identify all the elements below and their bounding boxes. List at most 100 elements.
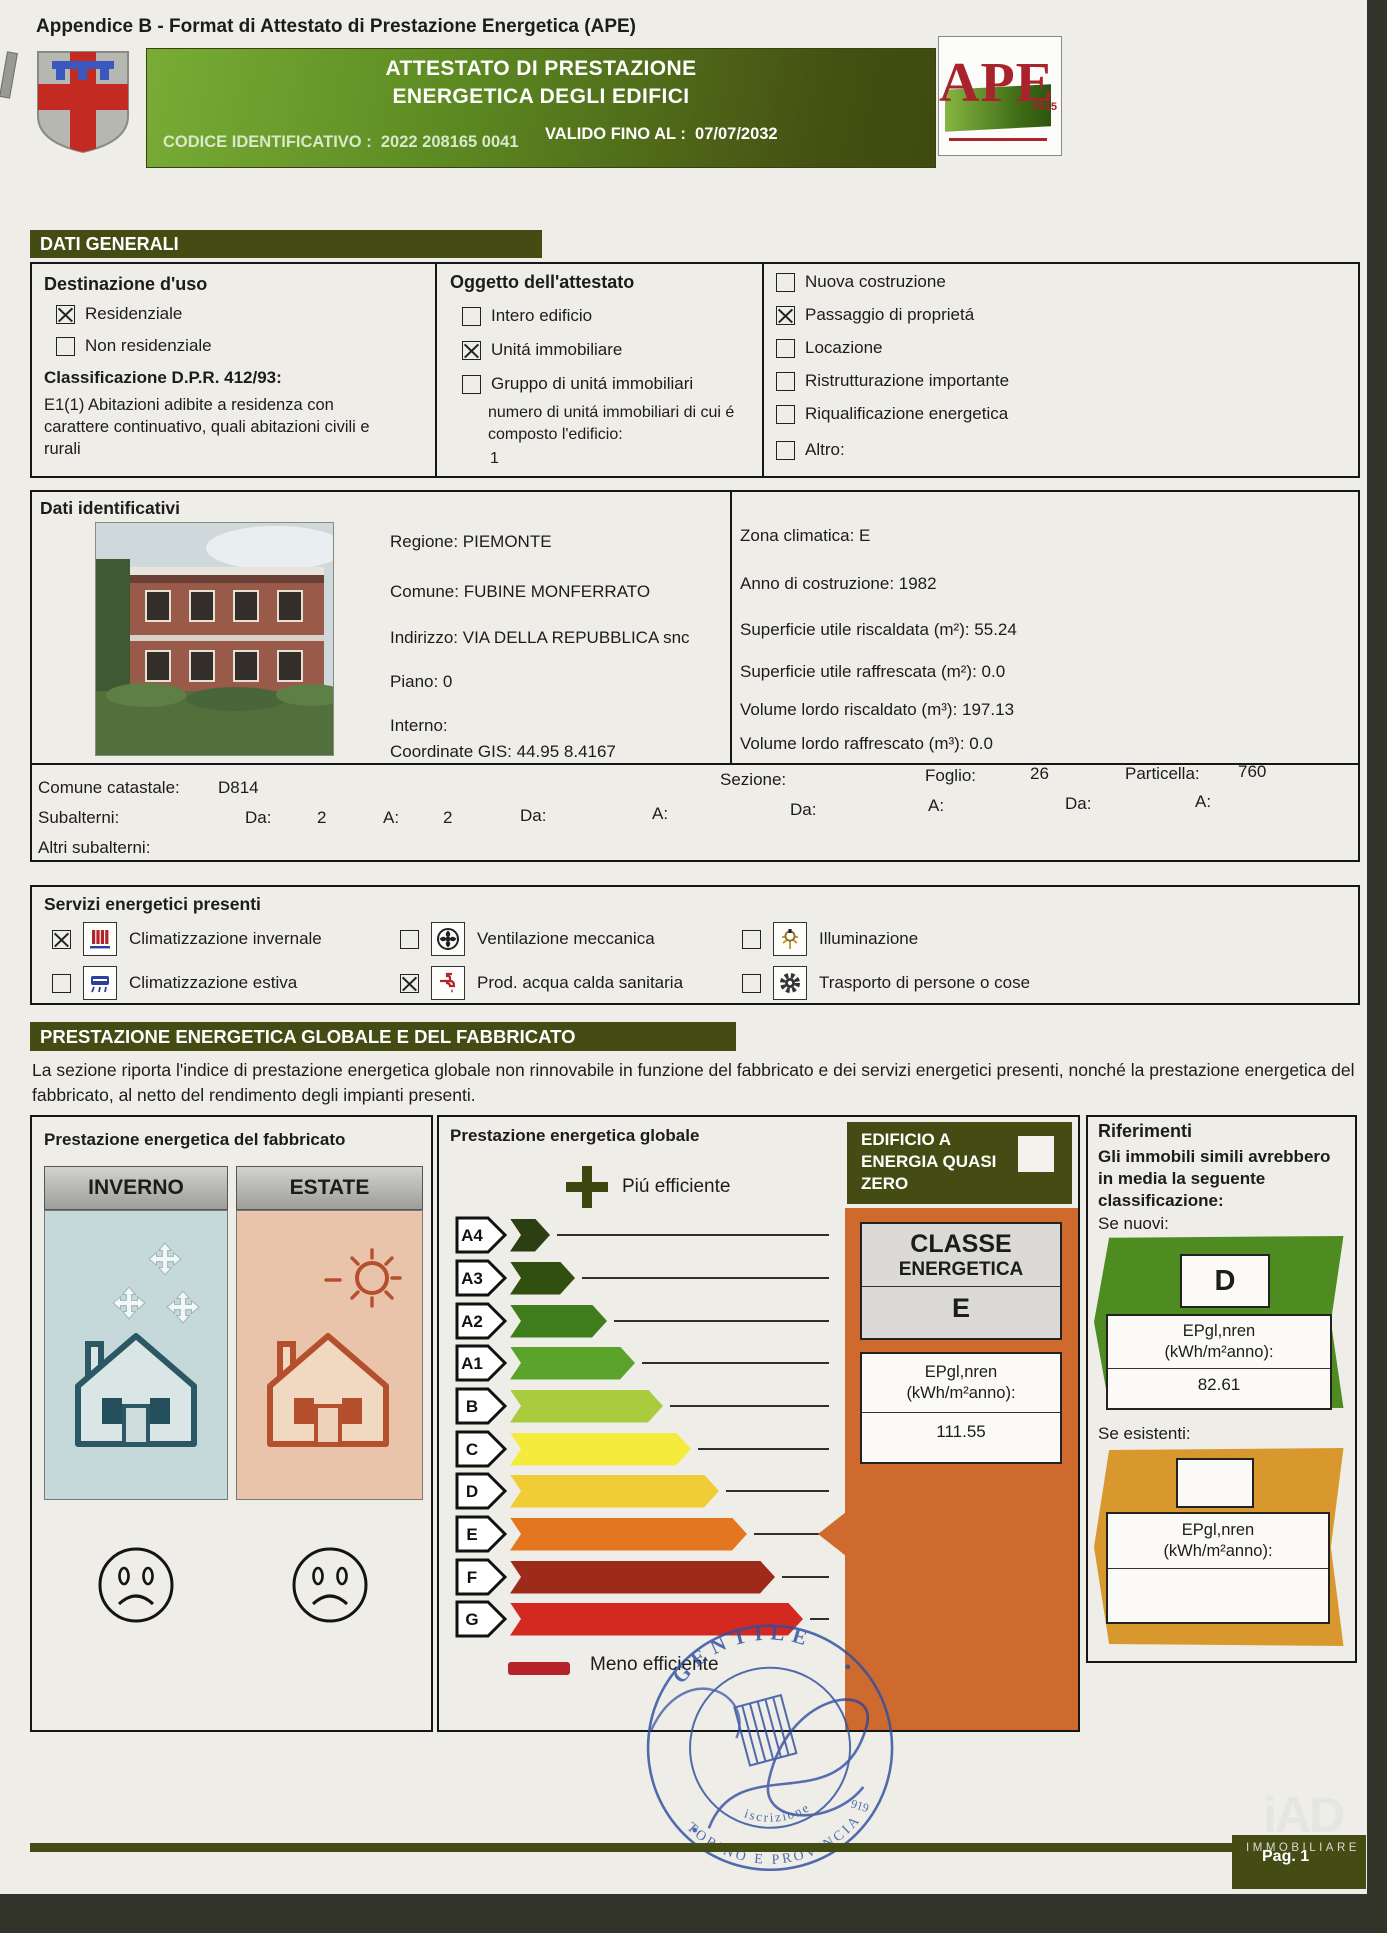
option-altro: Altro: bbox=[776, 440, 845, 460]
servizio-trasporto: Trasporto di persone o cose bbox=[742, 966, 1030, 1000]
svg-text:A3: A3 bbox=[461, 1269, 483, 1288]
divider bbox=[435, 262, 438, 478]
subalterni-a-label: A: bbox=[1195, 792, 1212, 811]
svg-text:C: C bbox=[466, 1440, 478, 1459]
option-label: Non residenziale bbox=[85, 336, 212, 355]
riferimenti-class-exist-empty bbox=[1176, 1458, 1254, 1508]
estate-header: ESTATE bbox=[236, 1166, 423, 1210]
svg-text:GENTILE: GENTILE bbox=[660, 1605, 822, 1691]
scale-line bbox=[582, 1277, 829, 1279]
house-summer-icon bbox=[267, 1333, 389, 1447]
field-coordinate-gis: Coordinate GIS: 44.95 8.4167 bbox=[390, 742, 616, 761]
classe-line2: ENERGETICA bbox=[898, 1259, 1024, 1280]
class-label-A1: A1 bbox=[455, 1344, 507, 1382]
servizio-label: Prod. acqua calda sanitaria bbox=[477, 973, 684, 992]
subalterni-da-label: Da: bbox=[790, 800, 817, 819]
catasto-particella-value: 760 bbox=[1238, 762, 1267, 781]
dati-identificativi-box bbox=[30, 490, 1360, 862]
classe-energetica-box: CLASSE ENERGETICA E bbox=[860, 1222, 1062, 1340]
ep-label-line2: (kWh/m²anno): bbox=[1164, 1343, 1274, 1361]
field-volume-raffrescato: Volume lordo raffrescato (m³): 0.0 bbox=[740, 734, 993, 753]
option-label: Nuova costruzione bbox=[805, 272, 946, 291]
option-unita-immobiliare: Unitá immobiliare bbox=[462, 340, 622, 360]
subalterni-a-value: 2 bbox=[443, 808, 453, 827]
class-label-E: E bbox=[455, 1515, 507, 1553]
option-label: Riqualificazione energetica bbox=[805, 404, 1009, 423]
subalterni-a-label: A: bbox=[928, 796, 945, 815]
servizio-acqua-calda: Prod. acqua calda sanitaria bbox=[400, 966, 683, 1000]
piemonte-crest-icon bbox=[37, 51, 129, 154]
notary-stamp: GENTILE TORINO E PROVINCIA iscrizione 91… bbox=[646, 1605, 894, 1891]
checkbox bbox=[776, 305, 795, 325]
oggetto-title: Oggetto dell'attestato bbox=[450, 272, 635, 292]
ep-label-line1: EPgl,nren bbox=[1182, 1322, 1256, 1340]
servizio-label: Ventilazione meccanica bbox=[477, 929, 655, 948]
divider bbox=[862, 1412, 1060, 1413]
checkbox bbox=[462, 374, 481, 394]
globale-box bbox=[437, 1115, 1080, 1732]
checkbox bbox=[462, 340, 481, 360]
svg-text:TORINO E PROVINCIA: TORINO E PROVINCIA bbox=[681, 1778, 870, 1891]
codice-label: CODICE IDENTIFICATIVO : bbox=[163, 133, 372, 151]
checkbox bbox=[462, 306, 481, 326]
class-arrow-D bbox=[510, 1475, 719, 1508]
radiator-icon bbox=[83, 922, 117, 956]
svg-text:D: D bbox=[466, 1482, 478, 1501]
field-superficie-riscaldata: Superficie utile riscaldata (m²): 55.24 bbox=[740, 620, 1017, 639]
photo-edge bbox=[0, 1894, 1387, 1920]
se-esistenti-label: Se esistenti: bbox=[1098, 1424, 1191, 1443]
fan-icon bbox=[431, 922, 465, 956]
ape-logo-word: APE bbox=[939, 52, 1054, 114]
subalterni-a-label: A: bbox=[652, 804, 669, 823]
class-arrow-C bbox=[510, 1433, 691, 1466]
checkbox bbox=[776, 371, 795, 391]
snowflake-icon bbox=[148, 1242, 182, 1276]
energy-class-row: G bbox=[455, 1600, 829, 1638]
energy-class-row: A3 bbox=[455, 1259, 829, 1297]
option-label: Unitá immobiliare bbox=[491, 340, 623, 359]
option-passaggio-proprieta: Passaggio di proprietá bbox=[776, 305, 974, 325]
banner-title-line2: ENERGETICA DEGLI EDIFICI bbox=[392, 85, 690, 108]
option-residenziale: Residenziale bbox=[56, 304, 182, 324]
energy-class-row: C bbox=[455, 1430, 829, 1468]
field-interno: Interno: bbox=[390, 716, 448, 735]
class-arrow-A3 bbox=[510, 1262, 575, 1295]
riferimenti-text: Gli immobili simili avrebbero in media l… bbox=[1098, 1147, 1331, 1210]
ape-logo-underline bbox=[949, 138, 1047, 141]
ep-main-value: 111.55 bbox=[936, 1422, 986, 1441]
classificazione-label: Classificazione D.P.R. 412/93: bbox=[44, 368, 282, 387]
valido-fino-al: VALIDO FINO AL : 07/07/2032 bbox=[545, 125, 778, 144]
nzeb-label: EDIFICIO A ENERGIA QUASI ZERO bbox=[861, 1130, 997, 1193]
energy-class-row: D bbox=[455, 1472, 829, 1510]
ep-label-line2: (kWh/m²anno): bbox=[1163, 1542, 1273, 1560]
class-arrow-E bbox=[510, 1518, 747, 1551]
inverno-header: INVERNO bbox=[44, 1166, 228, 1210]
subalterni-da-label: Da: bbox=[245, 808, 272, 827]
option-gruppo-unita: Gruppo di unitá immobiliari bbox=[462, 374, 693, 394]
class-arrow-A2 bbox=[510, 1305, 607, 1338]
option-ristrutturazione: Ristrutturazione importante bbox=[776, 371, 1009, 391]
page-number: Pag. 1 bbox=[1262, 1848, 1310, 1865]
globale-title: Prestazione energetica globale bbox=[450, 1126, 700, 1145]
servizio-label: Climatizzazione estiva bbox=[129, 973, 298, 992]
ep-exist-box: EPgl,nren (kWh/m²anno): bbox=[1106, 1512, 1330, 1624]
numero-unita-label: numero di unitá immobiliari di cui é com… bbox=[488, 404, 735, 443]
photo-edge bbox=[1367, 0, 1387, 1920]
divider bbox=[730, 490, 733, 763]
classificazione-text: E1(1) Abitazioni adibite a residenza con… bbox=[44, 396, 370, 458]
checkbox bbox=[776, 404, 795, 424]
scale-line bbox=[754, 1533, 829, 1535]
catasto-comune-value: D814 bbox=[218, 778, 259, 797]
scale-line bbox=[698, 1448, 829, 1450]
footer-box bbox=[1232, 1835, 1366, 1889]
destinazione-title: Destinazione d'uso bbox=[44, 274, 208, 294]
ape-logo: APE 2015 bbox=[938, 36, 1062, 156]
valido-label: VALIDO FINO AL : bbox=[545, 125, 686, 143]
option-label: Locazione bbox=[805, 338, 883, 357]
scale-line bbox=[810, 1618, 829, 1620]
nzeb-checkbox bbox=[1018, 1136, 1054, 1172]
fabbricato-box bbox=[30, 1115, 433, 1732]
ep-label-line1: EPgl,nren bbox=[1181, 1521, 1255, 1539]
class-label-B: B bbox=[455, 1387, 507, 1425]
nzeb-box: EDIFICIO A ENERGIA QUASI ZERO bbox=[847, 1122, 1072, 1204]
